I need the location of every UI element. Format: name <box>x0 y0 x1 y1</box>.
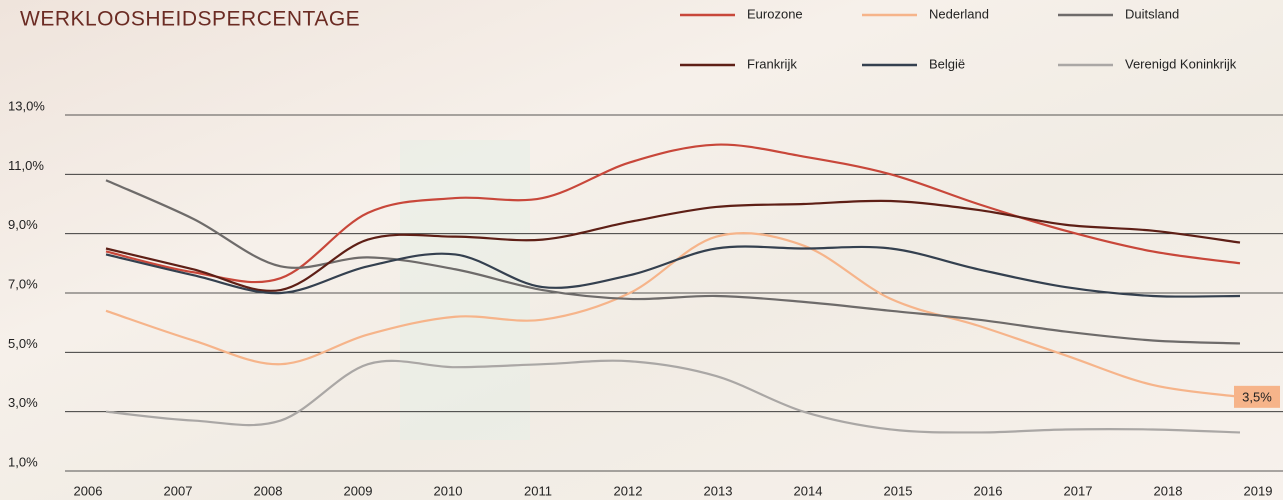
background <box>0 0 1283 500</box>
x-tick-label: 2008 <box>254 483 283 498</box>
legend-label: Eurozone <box>747 6 803 21</box>
x-tick-label: 2015 <box>884 483 913 498</box>
y-tick-label: 7,0% <box>8 276 38 291</box>
x-tick-label: 2006 <box>74 483 103 498</box>
legend-label: Nederland <box>929 6 989 21</box>
y-tick-label: 1,0% <box>8 454 38 469</box>
value-label: 3,5% <box>1242 389 1272 404</box>
x-tick-label: 2014 <box>794 483 823 498</box>
x-tick-label: 2019 <box>1244 483 1273 498</box>
y-tick-label: 11,0% <box>8 158 44 173</box>
x-tick-label: 2012 <box>614 483 643 498</box>
x-tick-label: 2017 <box>1064 483 1093 498</box>
x-tick-label: 2018 <box>1154 483 1183 498</box>
x-tick-label: 2010 <box>434 483 463 498</box>
x-tick-label: 2013 <box>704 483 733 498</box>
legend-label: Verenigd Koninkrijk <box>1125 56 1237 71</box>
page: WERKLOOSHEIDSPERCENTAGE 1,0% 3,0% 5,0% 7,0%… <box>0 0 1283 500</box>
legend-label: Frankrijk <box>747 56 797 71</box>
chart-title: WERKLOOSHEIDSPERCENTAGE <box>20 8 360 31</box>
legend-label: Duitsland <box>1125 6 1179 21</box>
x-tick-label: 2016 <box>974 483 1003 498</box>
y-tick-label: 5,0% <box>8 336 38 351</box>
background-photo <box>400 140 530 440</box>
chart: WERKLOOSHEIDSPERCENTAGE 1,0% 3,0% 5,0% 7,0%… <box>0 0 1283 500</box>
x-tick-label: 2007 <box>164 483 193 498</box>
x-tick-label: 2009 <box>344 483 373 498</box>
y-tick-label: 13,0% <box>8 98 45 113</box>
y-tick-label: 3,0% <box>8 395 38 410</box>
legend-label: België <box>929 56 965 71</box>
x-tick-label: 2011 <box>524 483 552 498</box>
y-tick-label: 9,0% <box>8 217 38 232</box>
